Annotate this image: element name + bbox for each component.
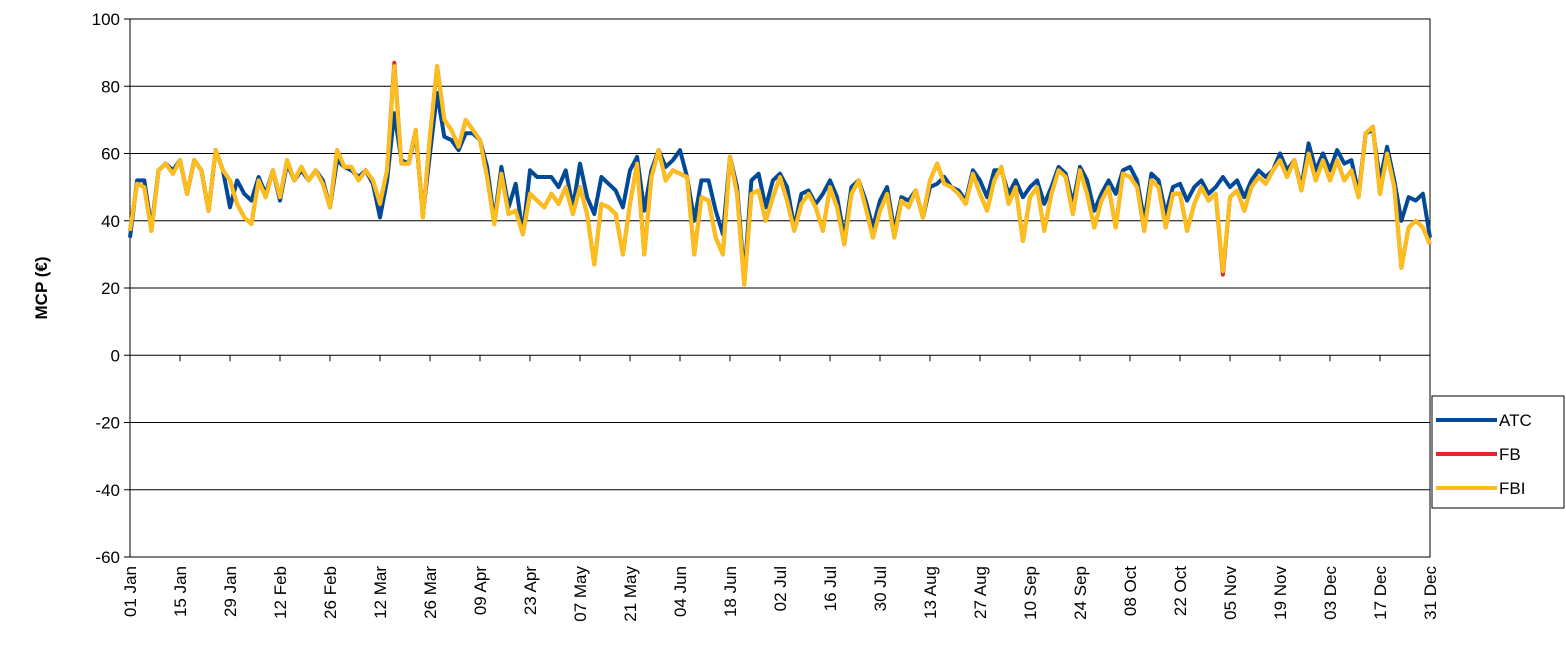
x-tick-label: 09 Apr (471, 566, 490, 615)
plot-frame (129, 18, 1431, 558)
y-tick-label: 20 (101, 279, 120, 298)
x-tick-label: 12 Mar (371, 566, 390, 619)
y-tick-label: -40 (95, 481, 120, 500)
x-tick-label: 16 Jul (821, 566, 840, 611)
legend-label: ATC (1499, 411, 1532, 430)
y-tick-label: 80 (101, 77, 120, 96)
x-tick-label: 31 Dec (1421, 566, 1440, 620)
legend-label: FBI (1499, 479, 1525, 498)
x-tick-label: 22 Oct (1171, 566, 1190, 616)
x-tick-label: 05 Nov (1221, 566, 1240, 620)
x-tick-label: 18 Jun (721, 566, 740, 617)
y-tick-label: -20 (95, 414, 120, 433)
x-tick-label: 01 Jan (121, 566, 140, 617)
x-tick-label: 26 Mar (421, 566, 440, 619)
x-tick-label: 26 Feb (321, 566, 340, 619)
x-tick-label: 03 Dec (1321, 566, 1340, 620)
y-tick-label: 0 (111, 346, 120, 365)
x-tick-label: 27 Aug (971, 566, 990, 619)
x-tick-label: 12 Feb (271, 566, 290, 619)
x-tick-label: 24 Sep (1071, 566, 1090, 620)
x-tick-label: 13 Aug (921, 566, 940, 619)
x-tick-label: 15 Jan (171, 566, 190, 617)
x-tick-label: 23 Apr (521, 566, 540, 615)
y-tick-label: 100 (92, 10, 120, 29)
x-tick-label: 04 Jun (671, 566, 690, 617)
x-tick-label: 21 May (621, 566, 640, 622)
y-tick-label: 40 (101, 212, 120, 231)
y-tick-label: 60 (101, 145, 120, 164)
x-tick-label: 07 May (571, 566, 590, 622)
x-tick-label: 29 Jan (221, 566, 240, 617)
x-tick-label: 10 Sep (1021, 566, 1040, 620)
legend-label: FB (1499, 445, 1521, 464)
x-tick-label: 02 Jul (771, 566, 790, 611)
y-axis-label: MCP (€) (32, 257, 51, 320)
x-tick-label: 19 Nov (1271, 566, 1290, 620)
y-tick-label: -60 (95, 548, 120, 567)
x-tick-label: 17 Dec (1371, 566, 1390, 620)
x-tick-label: 30 Jul (871, 566, 890, 611)
x-tick-label: 08 Oct (1121, 566, 1140, 616)
series-line (128, 64, 1432, 287)
